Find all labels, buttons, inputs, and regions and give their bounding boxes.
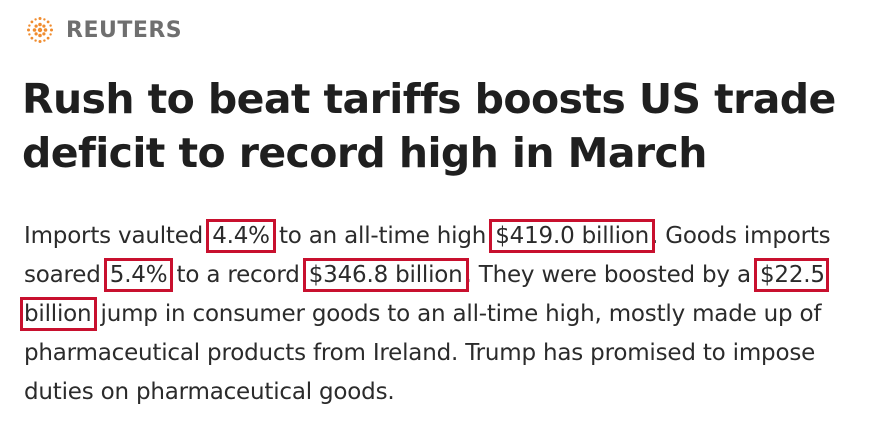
article-paragraph: Imports vaulted 4.4% to an all-time high… (20, 217, 864, 412)
highlighted-figure: $22.5 billion (20, 258, 829, 331)
text-segment: jump in consumer goods to an all-time hi… (24, 301, 822, 405)
text-segment: to an all-time high (271, 223, 494, 249)
brand-header: REUTERS (24, 14, 182, 46)
highlighted-figure: 5.4% (103, 258, 174, 292)
text-segment: Imports vaulted (24, 223, 211, 249)
reuters-logo-icon (27, 17, 53, 43)
highlighted-figure: $346.8 billion (302, 258, 469, 292)
text-segment: . Goods imports soared (24, 223, 831, 288)
highlighted-figure: 4.4% (206, 219, 276, 253)
text-segment: . They were boosted by a (464, 262, 758, 288)
article-headline: Rush to beat tariffs boosts US trade def… (22, 75, 836, 177)
highlighted-figure: $419.0 billion (489, 219, 656, 253)
text-segment: to a record (169, 262, 307, 288)
brand-name: REUTERS (66, 17, 183, 43)
